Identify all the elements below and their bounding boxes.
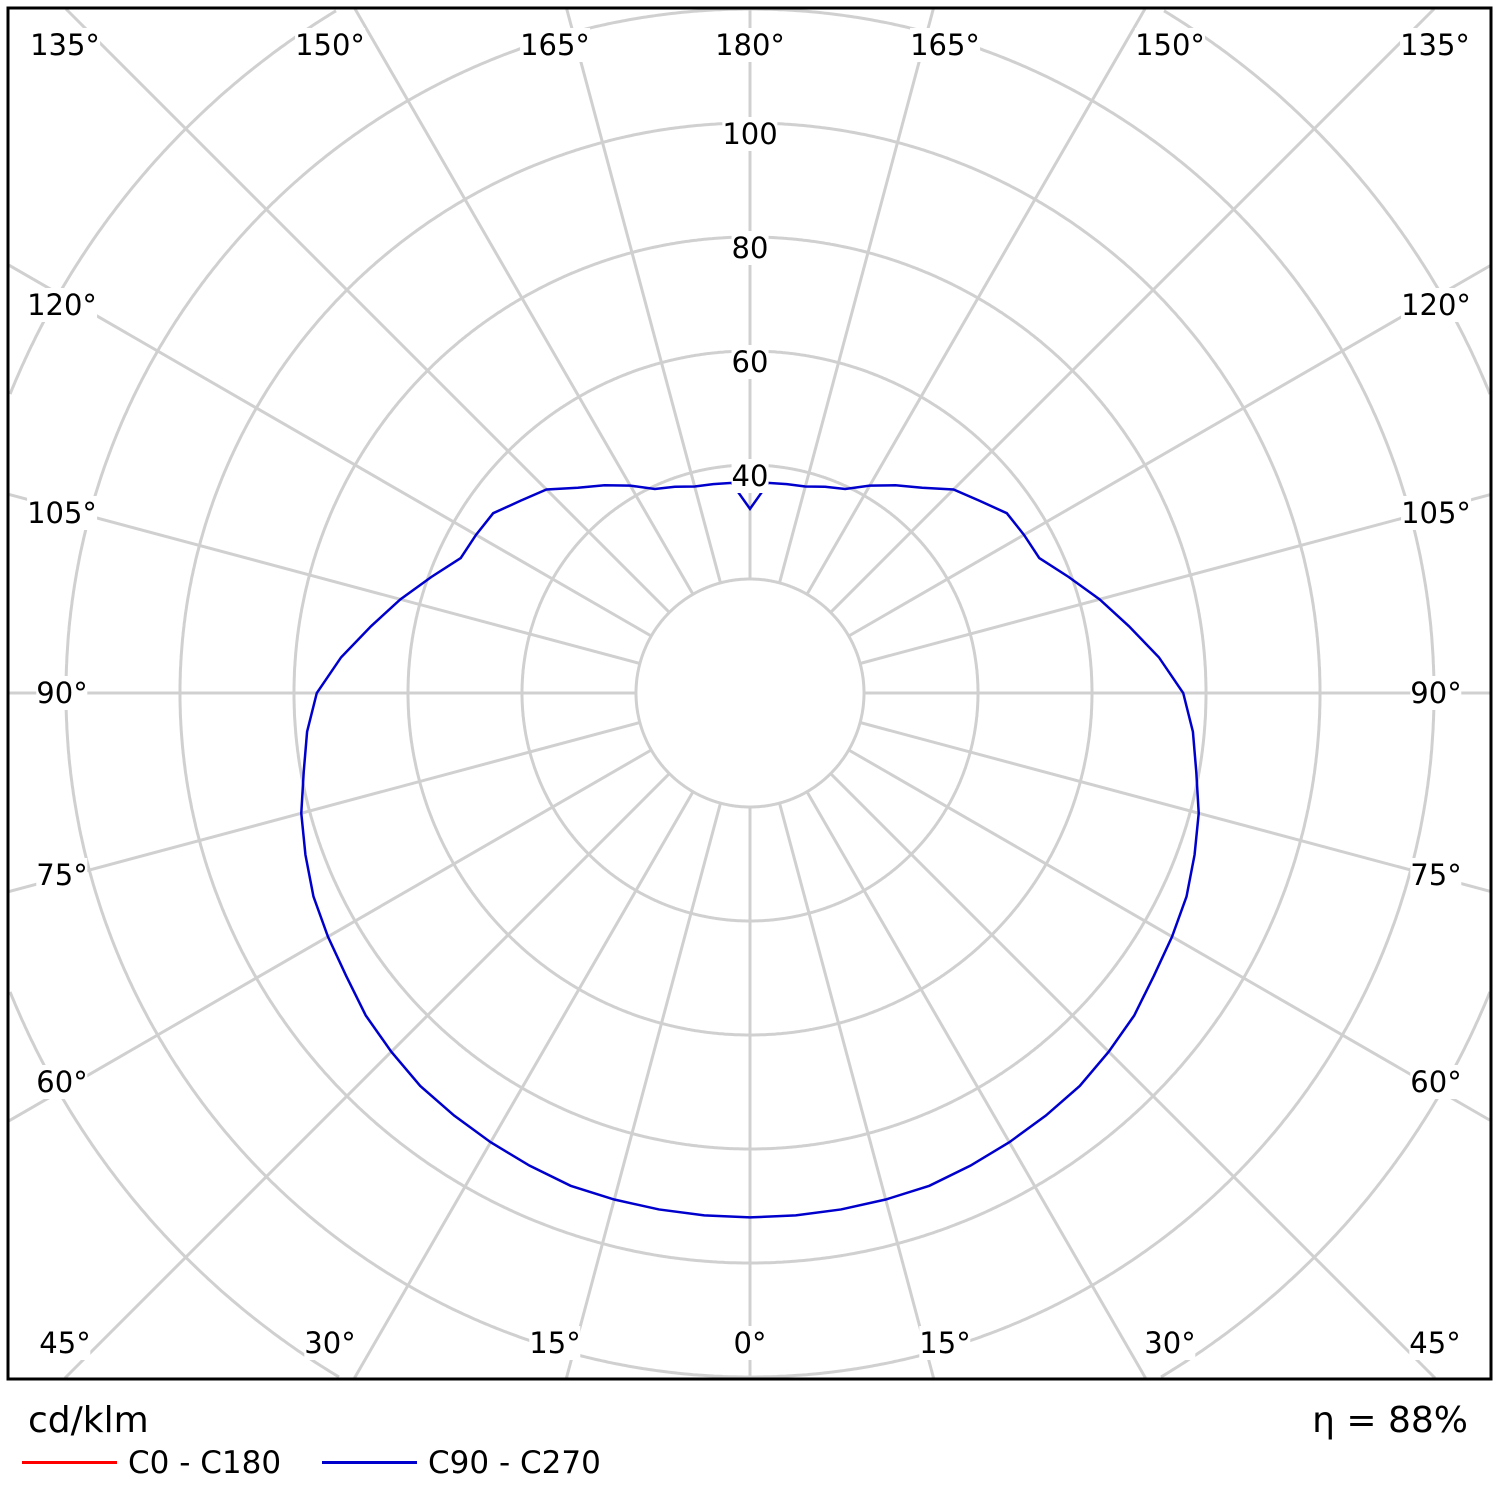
grid-spoke [847, 264, 1491, 638]
angle-label-left: 120° [27, 288, 97, 322]
angle-label-right: 120° [1401, 288, 1471, 322]
angle-label-bottom: 30° [1144, 1326, 1196, 1360]
angle-label-bottom: 30° [304, 1326, 356, 1360]
angle-label-bottom: 0° [733, 1326, 767, 1360]
legend-label-c0-c180: C0 - C180 [128, 1445, 282, 1481]
grid-spoke [63, 772, 671, 1380]
grid-spoke [778, 802, 935, 1379]
angle-label-left: 60° [36, 1065, 88, 1099]
legend-swatch-c90-c270 [322, 1461, 417, 1464]
plot-area [8, 7, 1492, 1380]
efficiency-label: η = 88% [1312, 1400, 1468, 1441]
angle-label-bottom: 45° [39, 1326, 91, 1360]
angle-label-bottom: 15° [919, 1326, 971, 1360]
grid-spoke [8, 721, 641, 893]
angle-label-top: 165° [520, 28, 590, 62]
angle-label-right: 60° [1410, 1065, 1462, 1099]
unit-label: cd/klm [28, 1400, 149, 1441]
grid-spoke [829, 7, 1436, 614]
radial-tick-label: 80 [731, 231, 769, 265]
chart-frame [6, 6, 1493, 1381]
grid-spoke [859, 493, 1491, 665]
grid-circle [8, 991, 340, 1379]
angle-label-top: 150° [295, 28, 365, 62]
grid-circle [1160, 991, 1492, 1379]
angle-label-top: 135° [30, 28, 100, 62]
grid-spoke [805, 790, 1147, 1379]
grid-spoke [8, 493, 641, 665]
legend-label-c90-c270: C90 - C270 [428, 1445, 601, 1481]
grid-circle [1163, 9, 1492, 395]
grid-spoke [565, 8, 722, 584]
angle-label-left: 105° [27, 496, 97, 530]
grid-spoke [829, 772, 1437, 1380]
series-curve-c90-c270 [300, 481, 1200, 1219]
angle-label-left: 90° [36, 676, 88, 710]
grid-circle [8, 9, 337, 395]
grid-spoke [847, 748, 1491, 1122]
angle-label-right: 90° [1410, 676, 1462, 710]
grid-spoke [565, 802, 722, 1379]
grid-spoke [64, 7, 671, 614]
radial-tick-label: 40 [731, 459, 769, 493]
angle-label-left: 75° [36, 858, 88, 892]
angle-label-right: 75° [1410, 858, 1462, 892]
grid-spoke [8, 263, 653, 638]
grid-spoke [353, 8, 695, 596]
radial-tick-label: 100 [722, 117, 778, 151]
angle-label-top: 135° [1400, 28, 1470, 62]
angle-label-top: 165° [910, 28, 980, 62]
grid-spoke [805, 8, 1147, 596]
angle-label-top: 180° [715, 28, 785, 62]
grid-circle [634, 577, 866, 809]
angle-label-top: 150° [1135, 28, 1205, 62]
grid-spoke [859, 721, 1491, 893]
radial-tick-label: 60 [731, 345, 769, 379]
grid-spoke [778, 8, 935, 584]
angle-label-bottom: 15° [529, 1326, 581, 1360]
grid-spoke [353, 790, 695, 1379]
grid-spoke [8, 748, 653, 1123]
angle-label-right: 105° [1401, 496, 1471, 530]
angle-label-bottom: 45° [1409, 1326, 1461, 1360]
legend-swatch-c0-c180 [22, 1461, 117, 1464]
